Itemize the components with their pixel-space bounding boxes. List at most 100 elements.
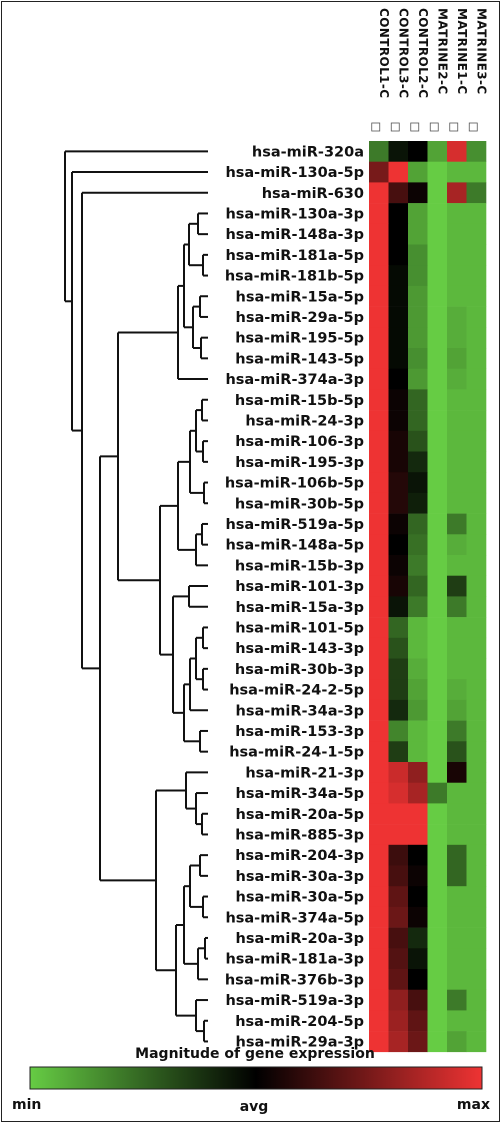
heatmap-cell xyxy=(408,348,428,369)
heatmap-cell xyxy=(466,844,487,866)
heatmap-cell xyxy=(388,430,409,452)
heatmap-cell xyxy=(466,472,487,494)
heatmap-cell xyxy=(427,658,448,680)
heatmap-cell xyxy=(388,658,409,680)
heatmap-cell xyxy=(466,906,487,928)
heatmap-cell xyxy=(408,865,428,887)
heatmap-cell xyxy=(466,555,487,576)
heatmap-cell xyxy=(408,1031,428,1053)
heatmap-cell xyxy=(447,223,467,245)
heatmap-cell xyxy=(466,679,487,701)
heatmap-cell xyxy=(466,348,487,369)
heatmap-cell xyxy=(369,182,389,204)
heatmap-cell xyxy=(427,844,448,866)
heatmap-cell xyxy=(369,969,389,990)
heatmap-cell xyxy=(466,948,487,970)
heatmap-cell xyxy=(466,430,487,452)
heatmap-cell xyxy=(388,865,409,887)
legend-title: Magnitude of gene expression xyxy=(135,1046,375,1062)
heatmap-cell xyxy=(388,1010,409,1032)
heatmap-cell xyxy=(427,430,448,452)
heatmap-cell xyxy=(447,824,467,846)
heatmap-cell xyxy=(427,617,448,639)
row-label: hsa-miR-374a-3p xyxy=(225,372,364,388)
heatmap-cell xyxy=(369,989,389,1011)
heatmap-cell xyxy=(427,679,448,701)
heatmap-cell xyxy=(408,203,428,225)
heatmap-cell xyxy=(466,534,487,556)
row-label: hsa-miR-143-5p xyxy=(235,351,364,367)
heatmap-cell xyxy=(369,1031,389,1053)
heatmap-cell xyxy=(388,575,409,597)
heatmap-cell xyxy=(408,244,428,266)
heatmap-cell xyxy=(388,203,409,225)
row-labels: hsa-miR-320a hsa-miR-130a-5p hsa-miR-630 hs… xyxy=(225,144,364,1050)
heatmap-cell xyxy=(466,927,487,949)
row-label: hsa-miR-181a-3p xyxy=(225,952,364,968)
row-label: hsa-miR-153-3p xyxy=(235,724,364,740)
heatmap-cell xyxy=(388,513,409,535)
heatmap-cell xyxy=(427,596,448,618)
heatmap-cell xyxy=(408,906,428,928)
heatmap-cell xyxy=(369,699,389,721)
heatmap-cell xyxy=(466,658,487,680)
heatmap-cell xyxy=(427,513,448,535)
heatmap-cell xyxy=(447,575,467,597)
row-label: hsa-miR-20a-5p xyxy=(236,807,364,823)
row-label: hsa-miR-195-5p xyxy=(235,331,364,347)
heatmap-cell xyxy=(388,141,409,162)
heatmap-cells xyxy=(369,141,487,1053)
column-label: MATRINE1-C xyxy=(455,8,469,95)
heatmap-cell xyxy=(466,575,487,597)
heatmap-cell xyxy=(466,1010,487,1032)
row-label: hsa-miR-29a-5p xyxy=(236,310,364,326)
column-label-box xyxy=(429,122,439,132)
heatmap-cell xyxy=(427,534,448,556)
heatmap-cell xyxy=(466,492,487,514)
heatmap-cell xyxy=(447,762,467,783)
heatmap-cell xyxy=(447,658,467,680)
heatmap-cell xyxy=(447,886,467,908)
heatmap-cell xyxy=(427,555,448,576)
row-label: hsa-miR-101-3p xyxy=(235,579,364,595)
heatmap-cell xyxy=(369,244,389,266)
heatmap-cell xyxy=(408,223,428,245)
row-label: hsa-miR-15a-3p xyxy=(236,600,364,616)
heatmap-cell xyxy=(408,306,428,328)
heatmap-cell xyxy=(408,285,428,307)
heatmap-cell xyxy=(466,720,487,742)
heatmap-cell xyxy=(408,927,428,949)
heatmap-cell xyxy=(408,699,428,721)
row-label: hsa-miR-15b-3p xyxy=(235,558,364,574)
row-label: hsa-miR-20a-3p xyxy=(236,931,364,947)
heatmap-cell xyxy=(369,844,389,866)
column-label: MATRINE2-C xyxy=(435,8,449,95)
heatmap-cell xyxy=(447,327,467,349)
row-label: hsa-miR-34a-3p xyxy=(236,703,364,719)
heatmap-cell xyxy=(388,927,409,949)
heatmap-cell xyxy=(447,306,467,328)
heatmap-cell xyxy=(388,182,409,204)
heatmap-cell xyxy=(466,803,487,825)
heatmap-cell xyxy=(408,513,428,535)
heatmap-cell xyxy=(369,679,389,701)
heatmap-cell xyxy=(427,720,448,742)
heatmap-cell xyxy=(408,824,428,846)
heatmap-cell xyxy=(466,223,487,245)
heatmap-cell xyxy=(447,741,467,763)
heatmap-cell xyxy=(427,141,448,162)
heatmap-cell xyxy=(408,741,428,763)
column-labels: CONTROL1-C CONTROL3-C CONTROL2-C MATRINE2-C… xyxy=(371,8,488,132)
heatmap-cell xyxy=(408,368,428,390)
heatmap-cell xyxy=(427,865,448,887)
heatmap-cell xyxy=(447,410,467,432)
heatmap-cell xyxy=(427,886,448,908)
heatmap-cell xyxy=(427,1031,448,1053)
heatmap-cell xyxy=(388,762,409,783)
heatmap-cell xyxy=(427,927,448,949)
row-label: hsa-miR-143-3p xyxy=(235,641,364,657)
row-label: hsa-miR-204-5p xyxy=(235,1014,364,1030)
row-label: hsa-miR-24-2-5p xyxy=(229,683,364,699)
heatmap-cell xyxy=(427,782,448,804)
row-label: hsa-miR-30b-5p xyxy=(235,496,364,512)
